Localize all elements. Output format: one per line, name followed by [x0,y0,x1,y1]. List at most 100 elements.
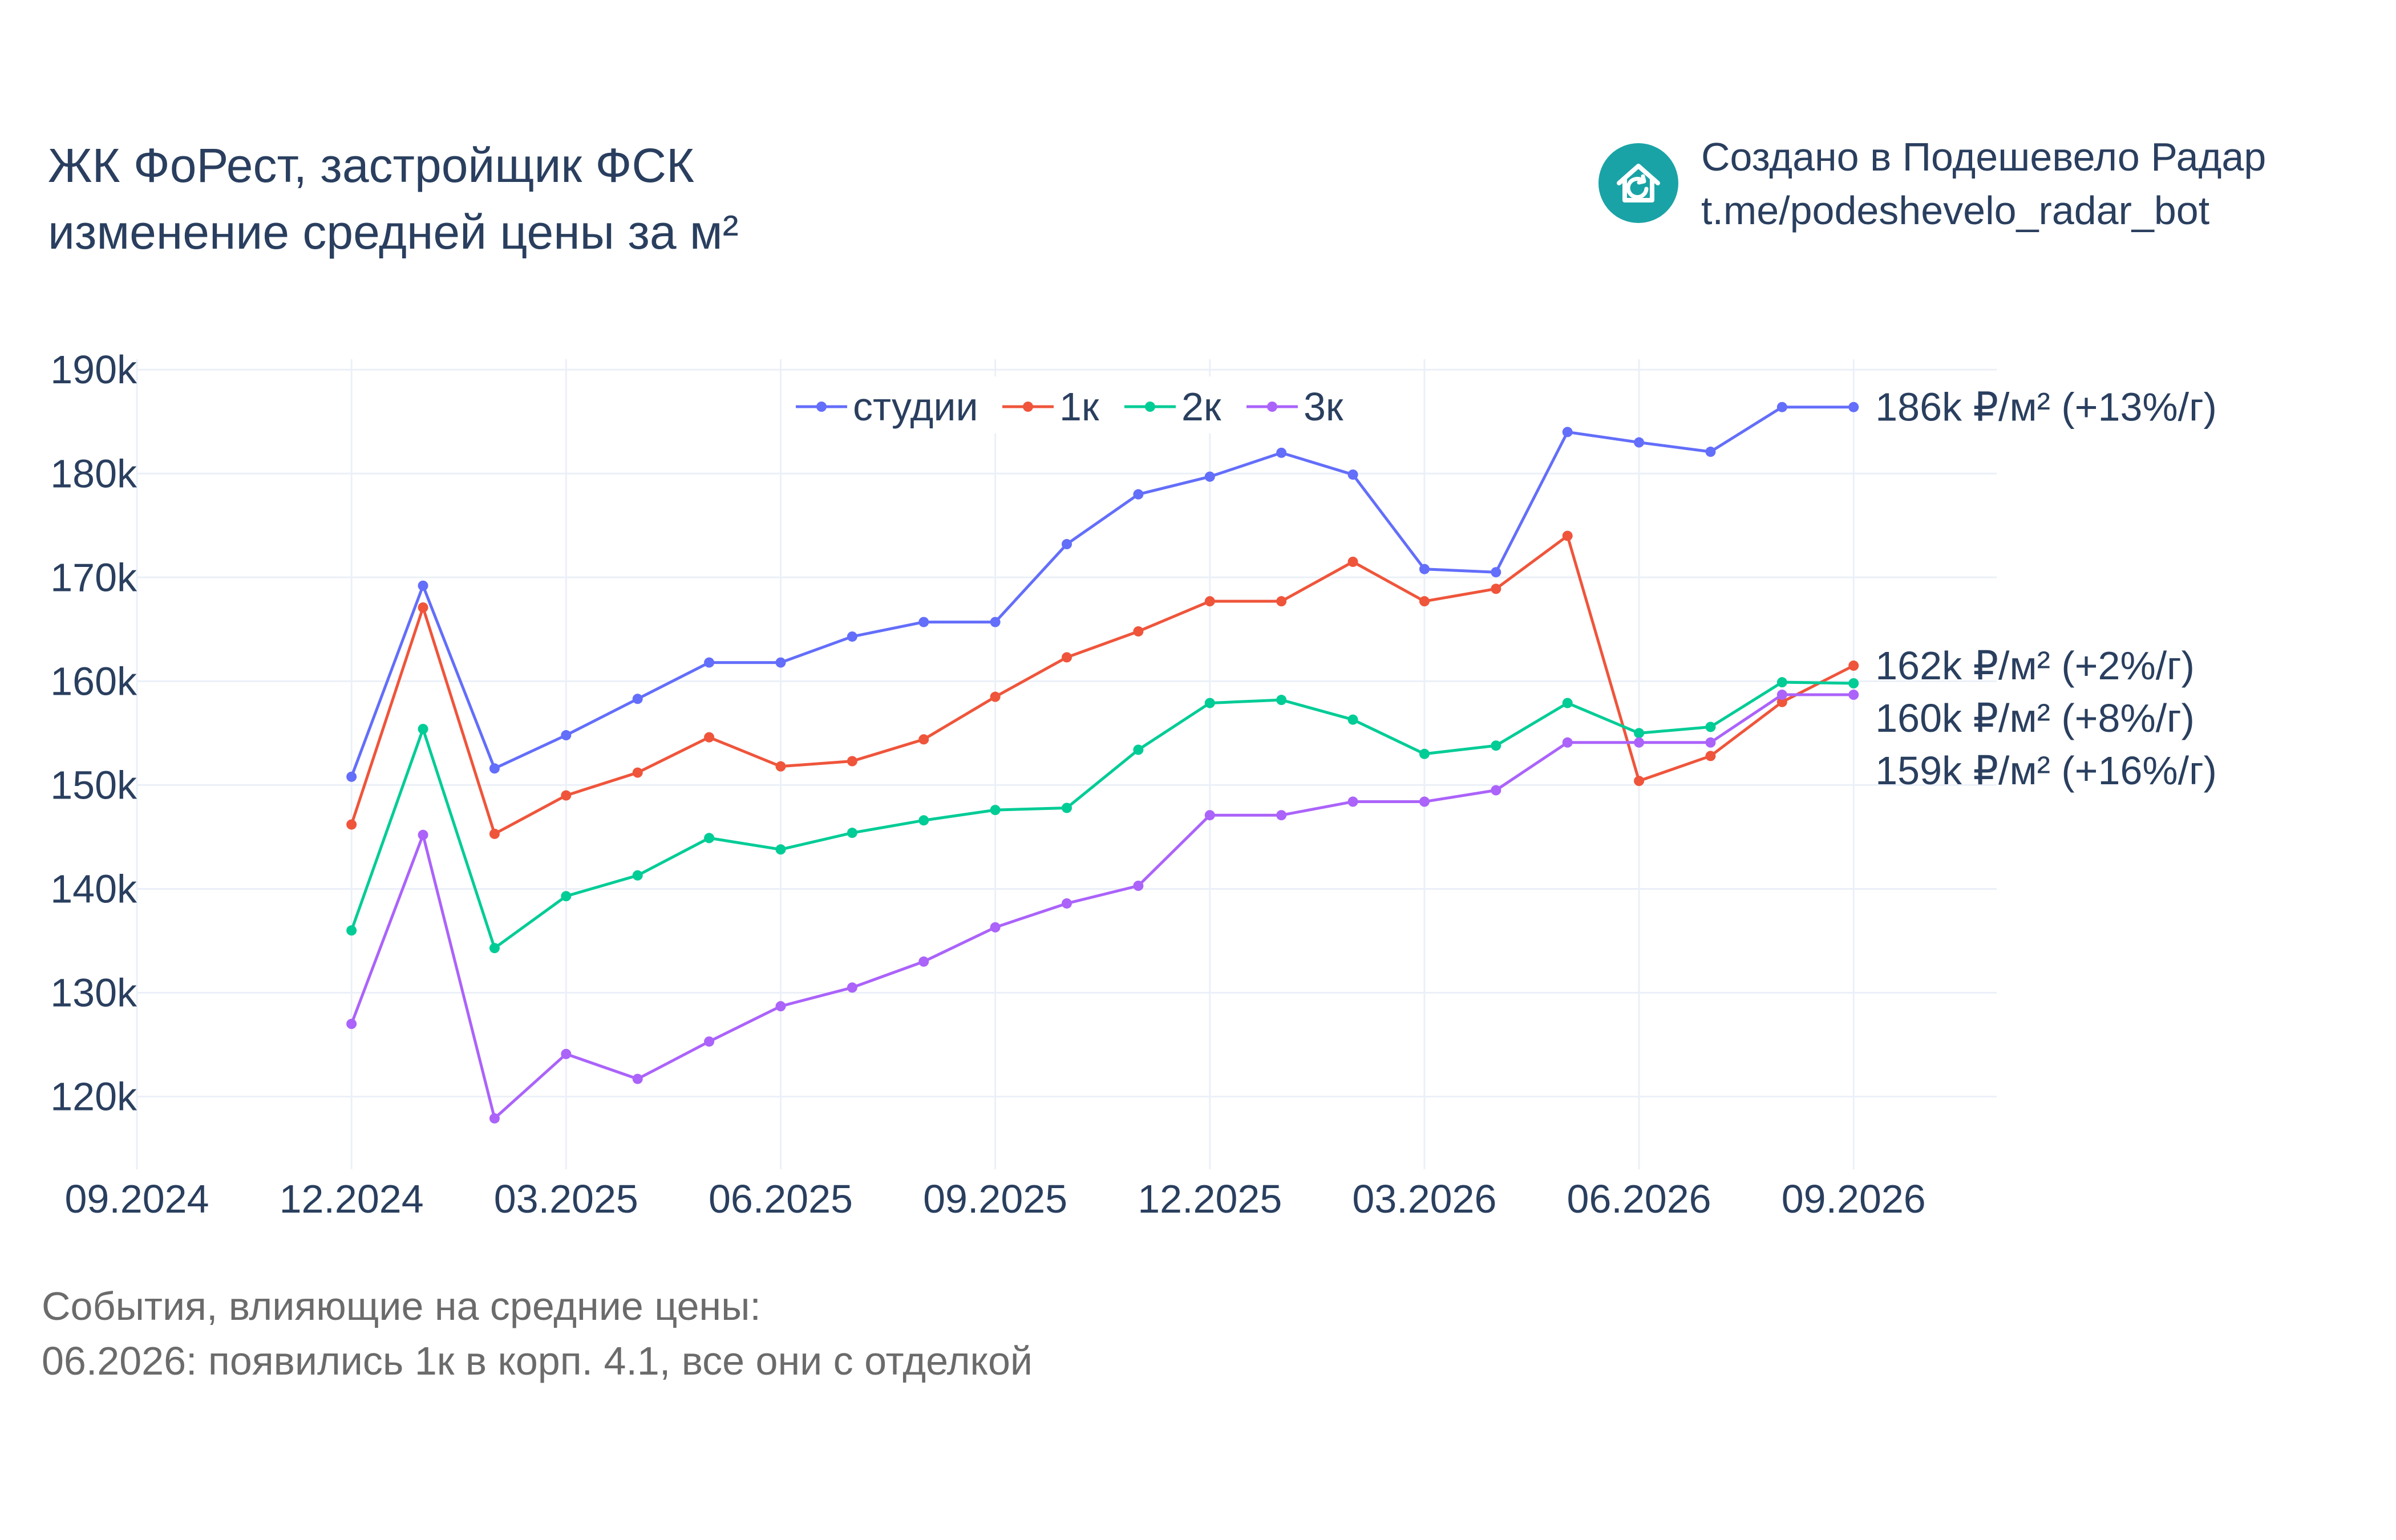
data-point [346,819,357,830]
data-point [1062,898,1072,909]
data-point [1705,751,1716,761]
data-point [918,956,929,967]
data-point [1204,698,1215,708]
data-point [1705,737,1716,748]
data-point [1562,698,1573,708]
legend-label: 1к [1059,384,1099,429]
data-point [775,1001,786,1012]
end-labels: 186k ₽/м² (+13%/г) 162k ₽/м² (+2%/г) 160k … [1875,385,2217,793]
legend-item[interactable]: 1к [1002,384,1099,429]
data-point [704,657,715,668]
legend-label: 3к [1304,384,1343,429]
x-tick-label: 09.2026 [1782,1177,1926,1221]
series-line [350,693,1855,1120]
title-line-1: ЖК ФоРест, застройщик ФСК [48,139,694,192]
data-point [1276,810,1287,821]
legend-item[interactable]: 2к [1124,384,1221,429]
data-point [918,617,929,627]
data-point [561,790,572,801]
data-point [990,691,1001,702]
y-tick-label: 130k [50,971,137,1015]
x-tick-label: 12.2025 [1138,1177,1282,1221]
data-point [1634,728,1645,739]
data-point [1419,564,1430,574]
x-tick-label: 06.2026 [1567,1177,1711,1221]
legend[interactable]: студии 1к 2к 3к [784,376,1355,433]
data-point [1562,737,1573,748]
data-point [1276,447,1287,458]
y-tick-label: 190k [50,347,137,392]
y-tick-label: 140k [50,866,137,911]
data-point [418,580,428,591]
events-note: События, влияющие на средние цены: 06.20… [42,1279,1033,1388]
legend-item[interactable]: студии [796,384,978,429]
data-point [847,756,857,767]
data-point [990,922,1001,933]
title-line-2: изменение средней цены за м² [48,205,739,259]
series-line [350,680,1855,950]
y-tick-label: 160k [50,659,137,703]
y-tick-label: 180k [50,451,137,496]
data-point [418,829,428,840]
series-line [350,406,1855,779]
x-axis-ticks: 09.2024 12.2024 03.2025 06.2025 09.2025 12.20… [64,1177,1925,1221]
house-refresh-icon [1598,143,1678,223]
data-point [1491,567,1501,578]
data-point [1133,489,1144,500]
x-tick-label: 03.2026 [1352,1177,1496,1221]
logo-house [1617,164,1660,202]
data-point [1419,748,1430,759]
data-point [489,1113,500,1124]
data-point [990,617,1001,627]
events-line-2: 06.2026: появились 1к в корп. 4.1, все о… [42,1339,1033,1383]
legend-item[interactable]: 3к [1246,384,1343,429]
data-point [1419,596,1430,607]
data-point [1133,881,1144,891]
series-layer [346,402,1859,1124]
data-point [1562,530,1573,541]
y-axis-ticks: 120k 130k 140k 150k 160k 170k 180k 190k [50,347,137,1118]
events-line-1: События, влияющие на средние цены: [42,1284,761,1328]
data-point [1562,427,1573,437]
end-value-label: 160k ₽/м² (+8%/г) [1875,696,2195,740]
legend-background [784,376,1355,433]
data-point [1848,660,1859,671]
credit-line-2: t.me/podeshevelo_radar_bot [1701,188,2210,233]
logo-arrow [1626,174,1649,200]
data-point [1347,796,1358,807]
data-point [1776,677,1787,688]
data-point [561,730,572,741]
legend-swatch-marker [1267,402,1277,412]
data-point [1848,690,1859,700]
x-tick-label: 03.2025 [494,1177,638,1221]
data-point [918,815,929,826]
y-tick-label: 150k [50,763,137,807]
data-point [418,602,428,613]
data-point [704,833,715,844]
data-point [990,805,1001,816]
data-point [1848,678,1859,688]
chart-title: ЖК ФоРест, застройщик ФСК изменение сред… [48,132,739,266]
data-point [346,771,357,782]
data-point [847,828,857,838]
series-line [350,534,1855,836]
data-point [1419,796,1430,807]
data-point [1133,744,1144,755]
data-point [1133,626,1144,637]
data-point [775,761,786,772]
x-tick-label: 09.2025 [923,1177,1067,1221]
end-value-label: 159k ₽/м² (+16%/г) [1875,748,2217,793]
data-point [1491,785,1501,796]
data-point [847,631,857,642]
y-tick-label: 170k [50,555,137,599]
data-point [1062,803,1072,813]
data-point [1347,469,1358,480]
data-point [1776,690,1787,700]
data-point [418,724,428,735]
data-point [632,767,643,778]
data-point [1634,737,1645,748]
data-point [1347,714,1358,725]
data-point [1204,596,1215,607]
data-point [489,943,500,954]
